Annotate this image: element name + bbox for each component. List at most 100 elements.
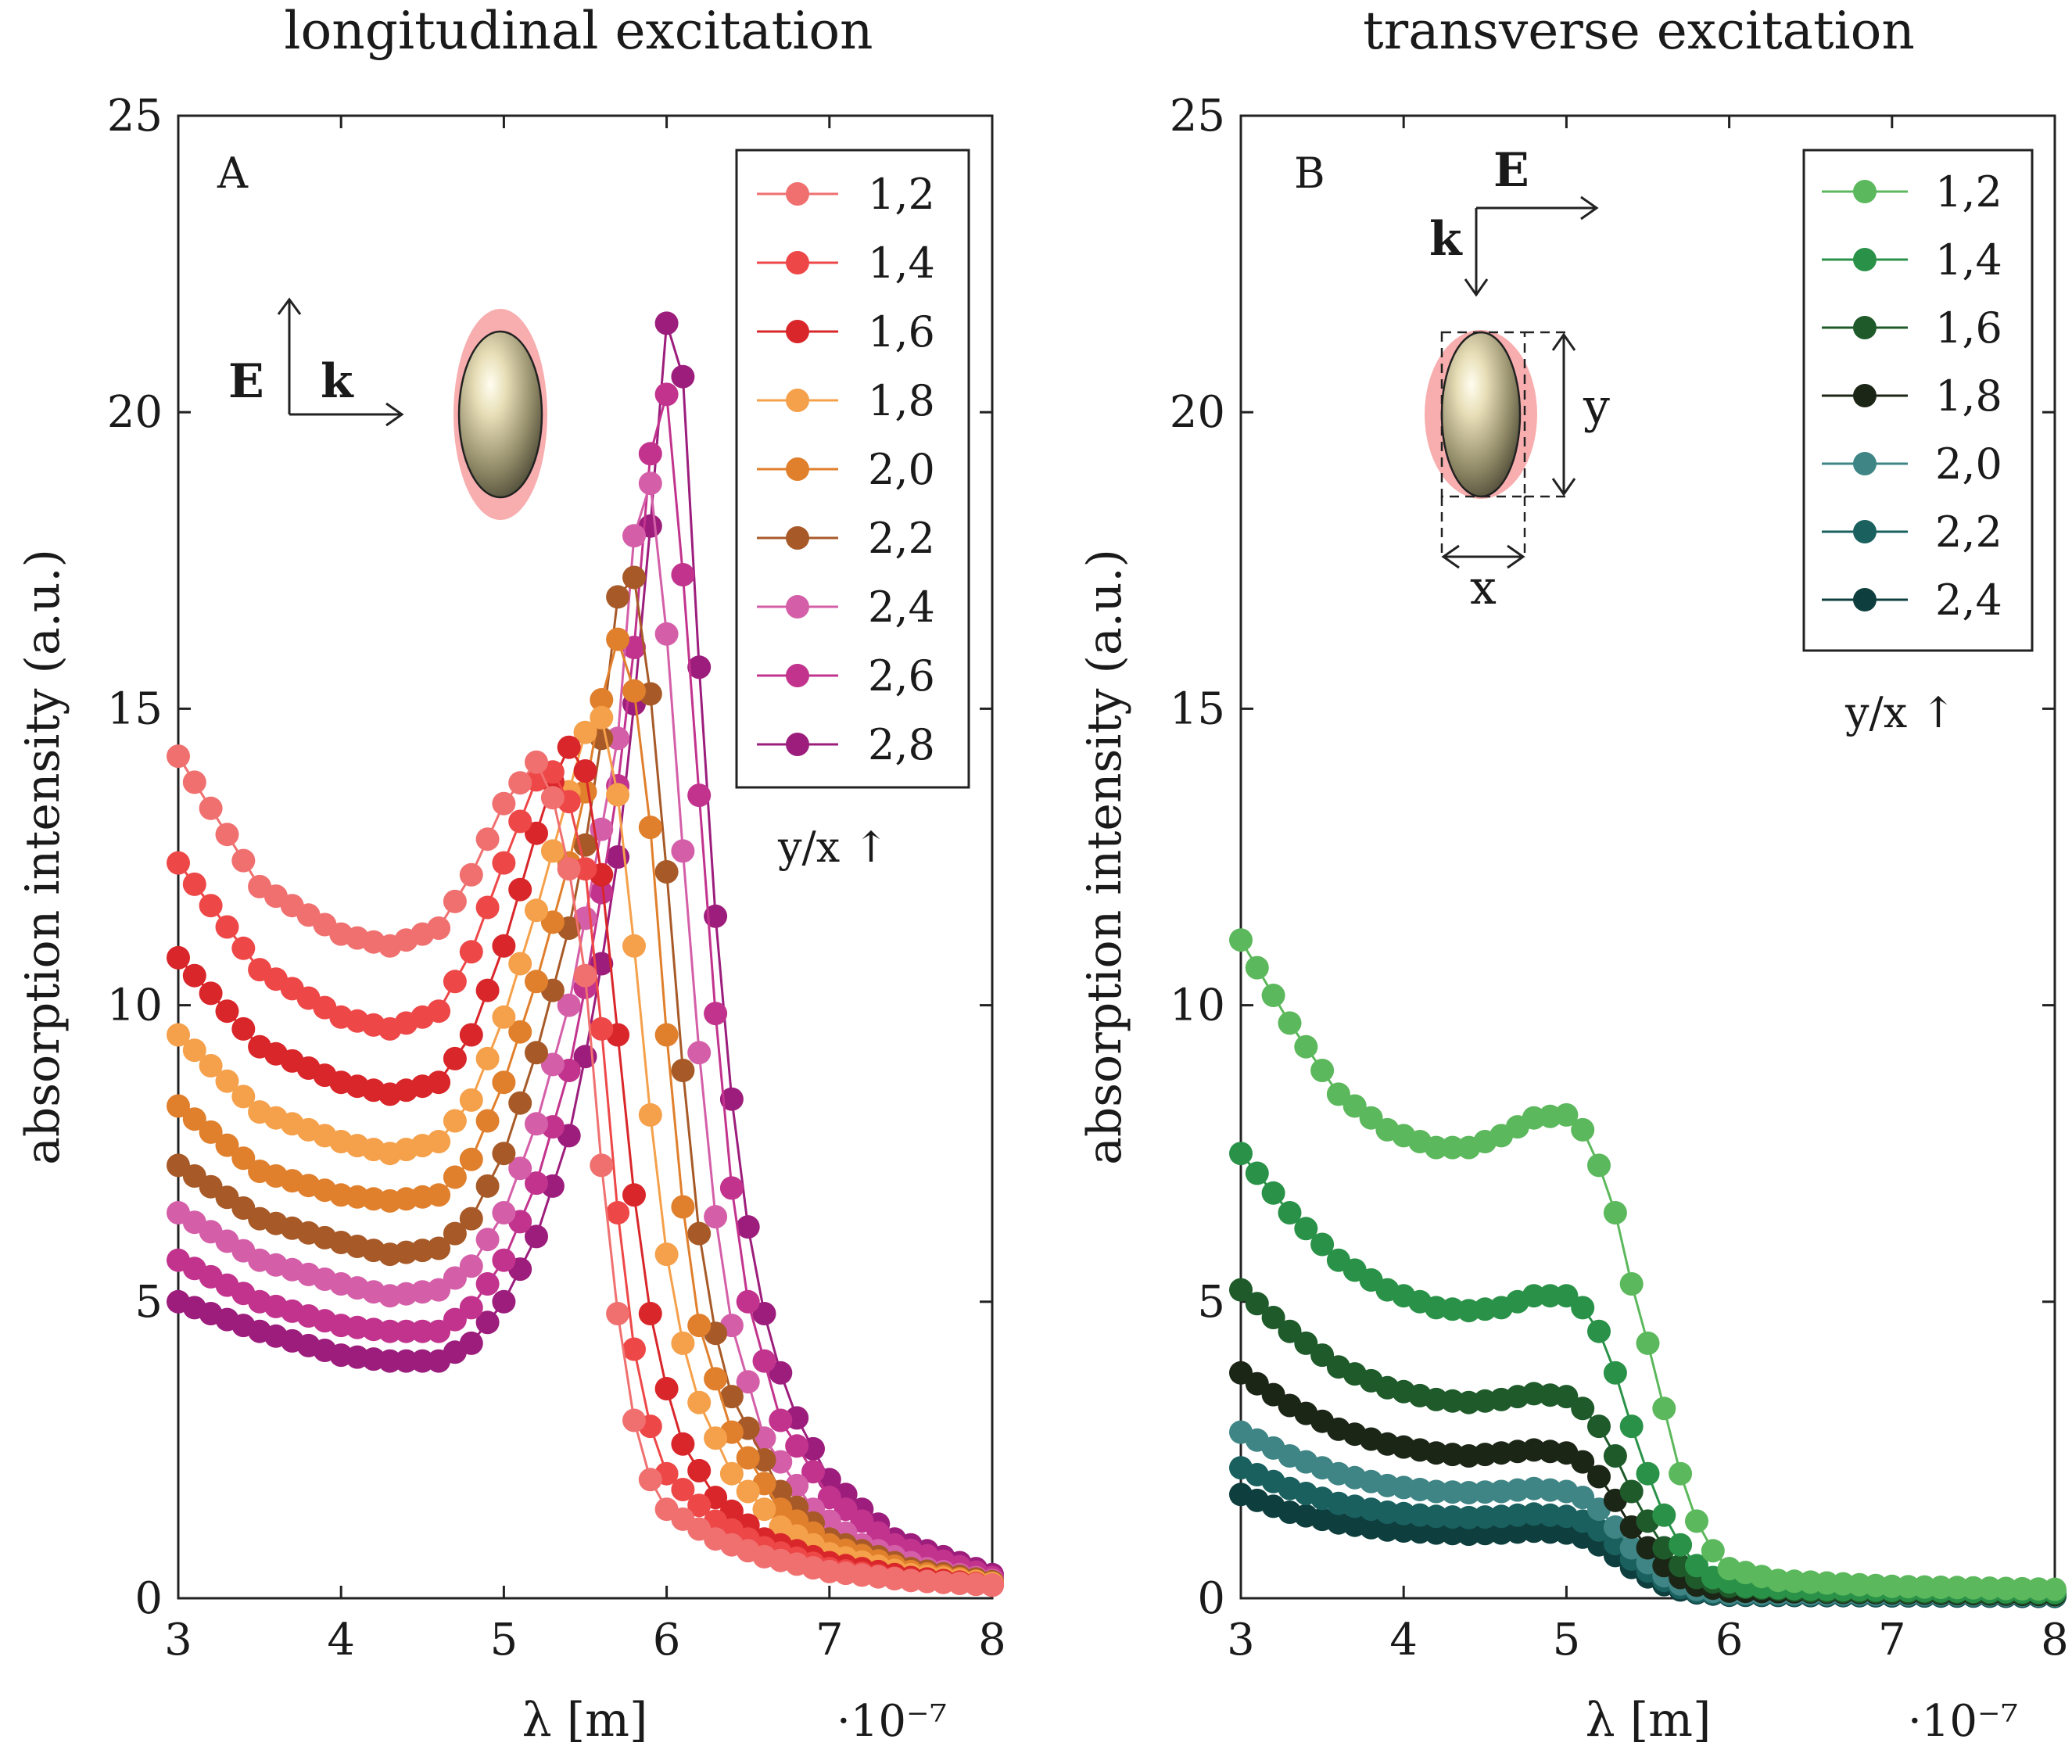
legend-entry: 2,8 [757,720,935,769]
data-point [475,1109,500,1133]
bounding-box-dashed [1440,331,1526,498]
legend-label: 1,8 [1935,371,2002,421]
data-point [1359,1106,1383,1130]
data-point [525,898,548,923]
data-point [525,1041,548,1065]
data-point [427,1130,451,1153]
data-point [427,999,451,1024]
y-tick-label: 5 [134,1277,163,1328]
data-point [1310,1232,1335,1257]
data-point [687,783,712,808]
legend-label: 1,4 [868,238,935,288]
data-point [573,720,597,744]
data-point [557,735,581,759]
legend-swatch-marker [1853,248,1877,271]
data-point [378,1319,402,1343]
data-point [215,999,239,1024]
data-point [492,1005,516,1029]
data-point [475,978,500,1002]
legend-label: 2,2 [1935,507,2002,557]
axis-ticks: 3 4 5 6 7 8 0 5 10 15 20 25 [107,91,1006,1665]
x-tick-label: 8 [2041,1615,2069,1665]
data-point [427,1236,451,1260]
data-point [1669,1554,1693,1578]
data-point [459,1023,483,1047]
data-point [508,952,532,976]
data-point [638,1468,662,1492]
data-point [573,963,597,988]
data-point [182,1107,206,1131]
data-point [1587,1465,1611,1489]
legend-swatch-marker [786,664,809,687]
legend-swatch-marker [786,320,809,343]
legend-label: 2,6 [868,651,935,701]
data-point [199,894,223,918]
legend-swatch-marker [1853,588,1877,611]
y-tick-label: 25 [1170,91,1225,142]
data-point [769,1497,793,1522]
data-point [540,910,565,934]
data-point [459,1206,483,1231]
plot-frame [1239,114,2056,1600]
data-point [231,1085,256,1109]
data-point [622,679,646,703]
legend-swatch-marker [786,251,809,274]
data-point [671,364,695,389]
data-point [215,1133,239,1157]
data-point [622,1408,646,1432]
data-point [199,1054,223,1077]
y-tick-label: 0 [134,1573,163,1624]
data-point [704,1205,728,1229]
data-point [475,1310,500,1335]
data-point [590,1016,614,1041]
data-point [1636,1461,1660,1486]
data-point [638,816,662,840]
y-tick-label: 0 [1197,1573,1225,1624]
data-point [622,1183,646,1207]
y-tick-label: 15 [1170,683,1225,734]
data-point [508,877,532,902]
data-point [1245,1292,1269,1316]
legend-entry: 2,4 [1822,575,2002,625]
data-point [525,970,548,994]
data-point [378,1349,402,1373]
data-point [736,1370,760,1394]
data-point [769,1408,793,1432]
data-point [573,759,597,783]
panel-b: transverse excitation 3 4 5 6 7 8 0 5 10 15 20 25 B… [1077,1,2069,1748]
data-point [850,1509,874,1533]
legend-label: 2,0 [1935,439,2002,489]
data-point [1619,1272,1644,1296]
data-point [1685,1509,1708,1533]
data-point [492,791,516,816]
data-point [704,1426,728,1450]
legend-title: y/x ↑ [777,823,889,872]
x-tick-label: 7 [1878,1615,1906,1665]
data-point [638,471,662,496]
data-point [1636,1331,1660,1355]
data-point [182,1038,206,1063]
data-point [182,770,206,794]
legend: 1,2 1,4 1,6 1,8 2,0 2,2 2,4 2,6 2,8 y/x ↑ [735,149,970,872]
data-point [590,705,614,730]
data-point [1603,1444,1627,1468]
legend-entry: 1,6 [1822,303,2002,353]
data-point [492,1201,516,1224]
data-point [1571,1117,1595,1142]
data-point [1603,1201,1627,1224]
data-point [1669,1461,1693,1486]
e-field-label: E [228,354,264,409]
legend-label: 2,8 [868,720,935,769]
data-point [622,934,646,958]
y-tick-label: 15 [107,683,163,734]
data-point [980,1573,1004,1597]
y-axis-label: absorption intensity (a.u.) [16,549,70,1165]
data-point [459,1296,483,1320]
y-tick-label: 5 [1197,1277,1225,1328]
data-point [459,1331,483,1355]
data-point [199,796,223,820]
data-point [443,889,467,913]
data-point [654,1023,679,1047]
data-point [410,1319,435,1343]
